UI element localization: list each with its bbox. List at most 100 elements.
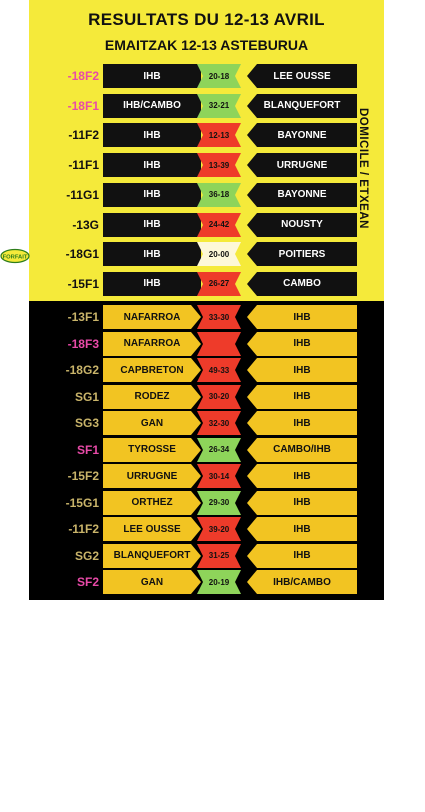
- match-category: -11F2: [68, 128, 99, 143]
- home-team-box: RODEZ: [103, 384, 201, 409]
- away-match-row: -15G1 ORTHEZ 29-30 IHB: [29, 490, 384, 515]
- score-badge: 24-42: [197, 212, 241, 237]
- away-team-name: IHB: [293, 391, 311, 402]
- match-category: -18F1: [67, 98, 99, 113]
- home-team-box: IHB: [103, 271, 201, 296]
- away-section: -13F1 NAFARROA 33-30 IHB -18F3 NAFARROA IHB -18…: [29, 301, 393, 812]
- score-badge: 20-19: [197, 570, 241, 594]
- away-team-name: CAMBO/IHB: [273, 444, 331, 455]
- home-team-box: GAN: [103, 570, 201, 594]
- away-team-box: BLANQUEFORT: [247, 93, 357, 118]
- home-team-name: IHB: [143, 129, 161, 141]
- away-team-box: CAMBO/IHB: [247, 437, 357, 462]
- score-value: 33-30: [208, 312, 230, 322]
- match-category: -11F2: [68, 522, 99, 536]
- home-team-name: GAN: [140, 576, 164, 588]
- home-team-name: CAPBRETON: [120, 364, 184, 376]
- score-value: 20-18: [208, 71, 230, 81]
- home-team-name: BLANQUEFORT: [113, 550, 191, 561]
- home-match-row: -18G1 IHB 20-00 POITIERS: [29, 242, 384, 267]
- away-team-name: IHB: [293, 497, 311, 508]
- away-team-box: BAYONNE: [247, 182, 357, 207]
- score-value: 26-27: [208, 279, 230, 289]
- away-match-row: -15F2 URRUGNE 30-14 IHB: [29, 464, 384, 488]
- away-team-name: POITIERS: [278, 248, 326, 260]
- score-value: 32-21: [208, 101, 230, 111]
- away-match-row: SG3 GAN 32-30 IHB: [29, 411, 384, 435]
- away-team-name: IHB: [293, 364, 311, 376]
- score-badge: 32-21: [197, 93, 241, 118]
- match-category: SF2: [76, 575, 99, 589]
- score-value: [197, 332, 241, 356]
- home-team-box: IHB: [103, 64, 201, 88]
- away-team-box: IHB: [247, 411, 357, 435]
- home-section-label: DOMICILE / ETXEAN: [357, 108, 369, 229]
- away-team-name: IHB/CAMBO: [273, 576, 331, 588]
- home-team-box: IHB/CAMBO: [103, 93, 201, 118]
- away-team-name: IHB: [293, 470, 311, 482]
- home-team-name: IHB: [143, 219, 161, 230]
- away-team-name: CAMBO: [283, 278, 321, 290]
- home-team-box: IHB: [103, 153, 201, 178]
- score-value: 32-30: [208, 418, 230, 428]
- home-match-row: -11F2 IHB 12-13 BAYONNE: [29, 123, 384, 148]
- match-category: SF1: [76, 442, 99, 457]
- home-team-box: GAN: [103, 411, 201, 435]
- home-team-box: NAFARROA: [103, 331, 201, 356]
- home-team-box: IHB: [103, 123, 201, 148]
- home-team-name: ORTHEZ: [131, 497, 173, 508]
- home-team-box: NAFARROA: [103, 305, 201, 329]
- away-match-row: SG2 BLANQUEFORT 31-25 IHB: [29, 543, 384, 568]
- home-section: RESULTATS DU 12-13 AVRIL EMAITZAK 12-13 …: [29, 0, 384, 301]
- score-badge: 33-30: [197, 305, 241, 329]
- away-team-box: IHB: [247, 490, 357, 515]
- away-team-box: URRUGNE: [247, 153, 357, 178]
- home-match-row: -11G1 IHB 36-18 BAYONNE: [29, 182, 384, 207]
- home-team-box: BLANQUEFORT: [103, 543, 201, 568]
- score-badge: [197, 331, 241, 356]
- score-badge: 30-14: [197, 464, 241, 488]
- away-team-box: IHB/CAMBO: [247, 570, 357, 594]
- away-team-box: IHB: [247, 464, 357, 488]
- home-team-box: ORTHEZ: [103, 490, 201, 515]
- score-value: 30-14: [208, 471, 230, 481]
- score-value: 26-34: [208, 445, 230, 454]
- away-team-name: BLANQUEFORT: [263, 100, 341, 112]
- home-team-name: IHB: [143, 278, 161, 290]
- away-match-row: SF1 TYROSSE 26-34 CAMBO/IHB: [29, 437, 384, 462]
- page-title: RESULTATS DU 12-13 AVRIL: [88, 10, 325, 29]
- score-badge: 20-18: [197, 64, 241, 88]
- away-section-label: EXTÉRIEUR/KANPOAN: [381, 676, 393, 812]
- match-category: -18G2: [65, 363, 99, 377]
- home-team-box: URRUGNE: [103, 464, 201, 488]
- home-match-row: -18F2 IHB 20-18 LEE OUSSE: [29, 64, 384, 88]
- match-category: SG2: [74, 548, 99, 563]
- match-category: -18G1: [65, 247, 99, 262]
- match-category: -18F3: [67, 336, 99, 351]
- home-team-name: RODEZ: [134, 391, 170, 402]
- score-badge: 12-13: [197, 123, 241, 148]
- score-badge: 39-20: [197, 517, 241, 541]
- away-team-name: BAYONNE: [277, 189, 327, 201]
- away-match-row: SF2 GAN 20-19 IHB/CAMBO: [29, 570, 384, 594]
- away-team-name: IHB: [293, 550, 311, 561]
- score-value: 24-42: [208, 220, 230, 229]
- home-team-box: IHB: [103, 182, 201, 207]
- away-match-row: SG1 RODEZ 30-20 IHB: [29, 384, 384, 409]
- score-value: 13-39: [208, 160, 230, 170]
- home-team-box: LEE OUSSE: [103, 517, 201, 541]
- away-match-row: -18F3 NAFARROA IHB: [29, 331, 384, 356]
- score-value: 12-13: [208, 130, 230, 140]
- score-value: 36-18: [208, 190, 230, 200]
- home-team-name: IHB: [143, 189, 161, 201]
- match-category: -15F2: [67, 469, 99, 483]
- score-value: 29-30: [208, 498, 230, 507]
- home-team-name: URRUGNE: [126, 470, 178, 482]
- score-badge: 36-18: [197, 182, 241, 207]
- away-team-name: IHB: [293, 338, 311, 349]
- home-match-row: -15F1 IHB 26-27 CAMBO: [29, 271, 384, 296]
- score-value: 39-20: [208, 524, 230, 534]
- away-team-box: LEE OUSSE: [247, 64, 357, 88]
- home-team-name: IHB: [143, 248, 161, 260]
- away-team-box: POITIERS: [247, 242, 357, 267]
